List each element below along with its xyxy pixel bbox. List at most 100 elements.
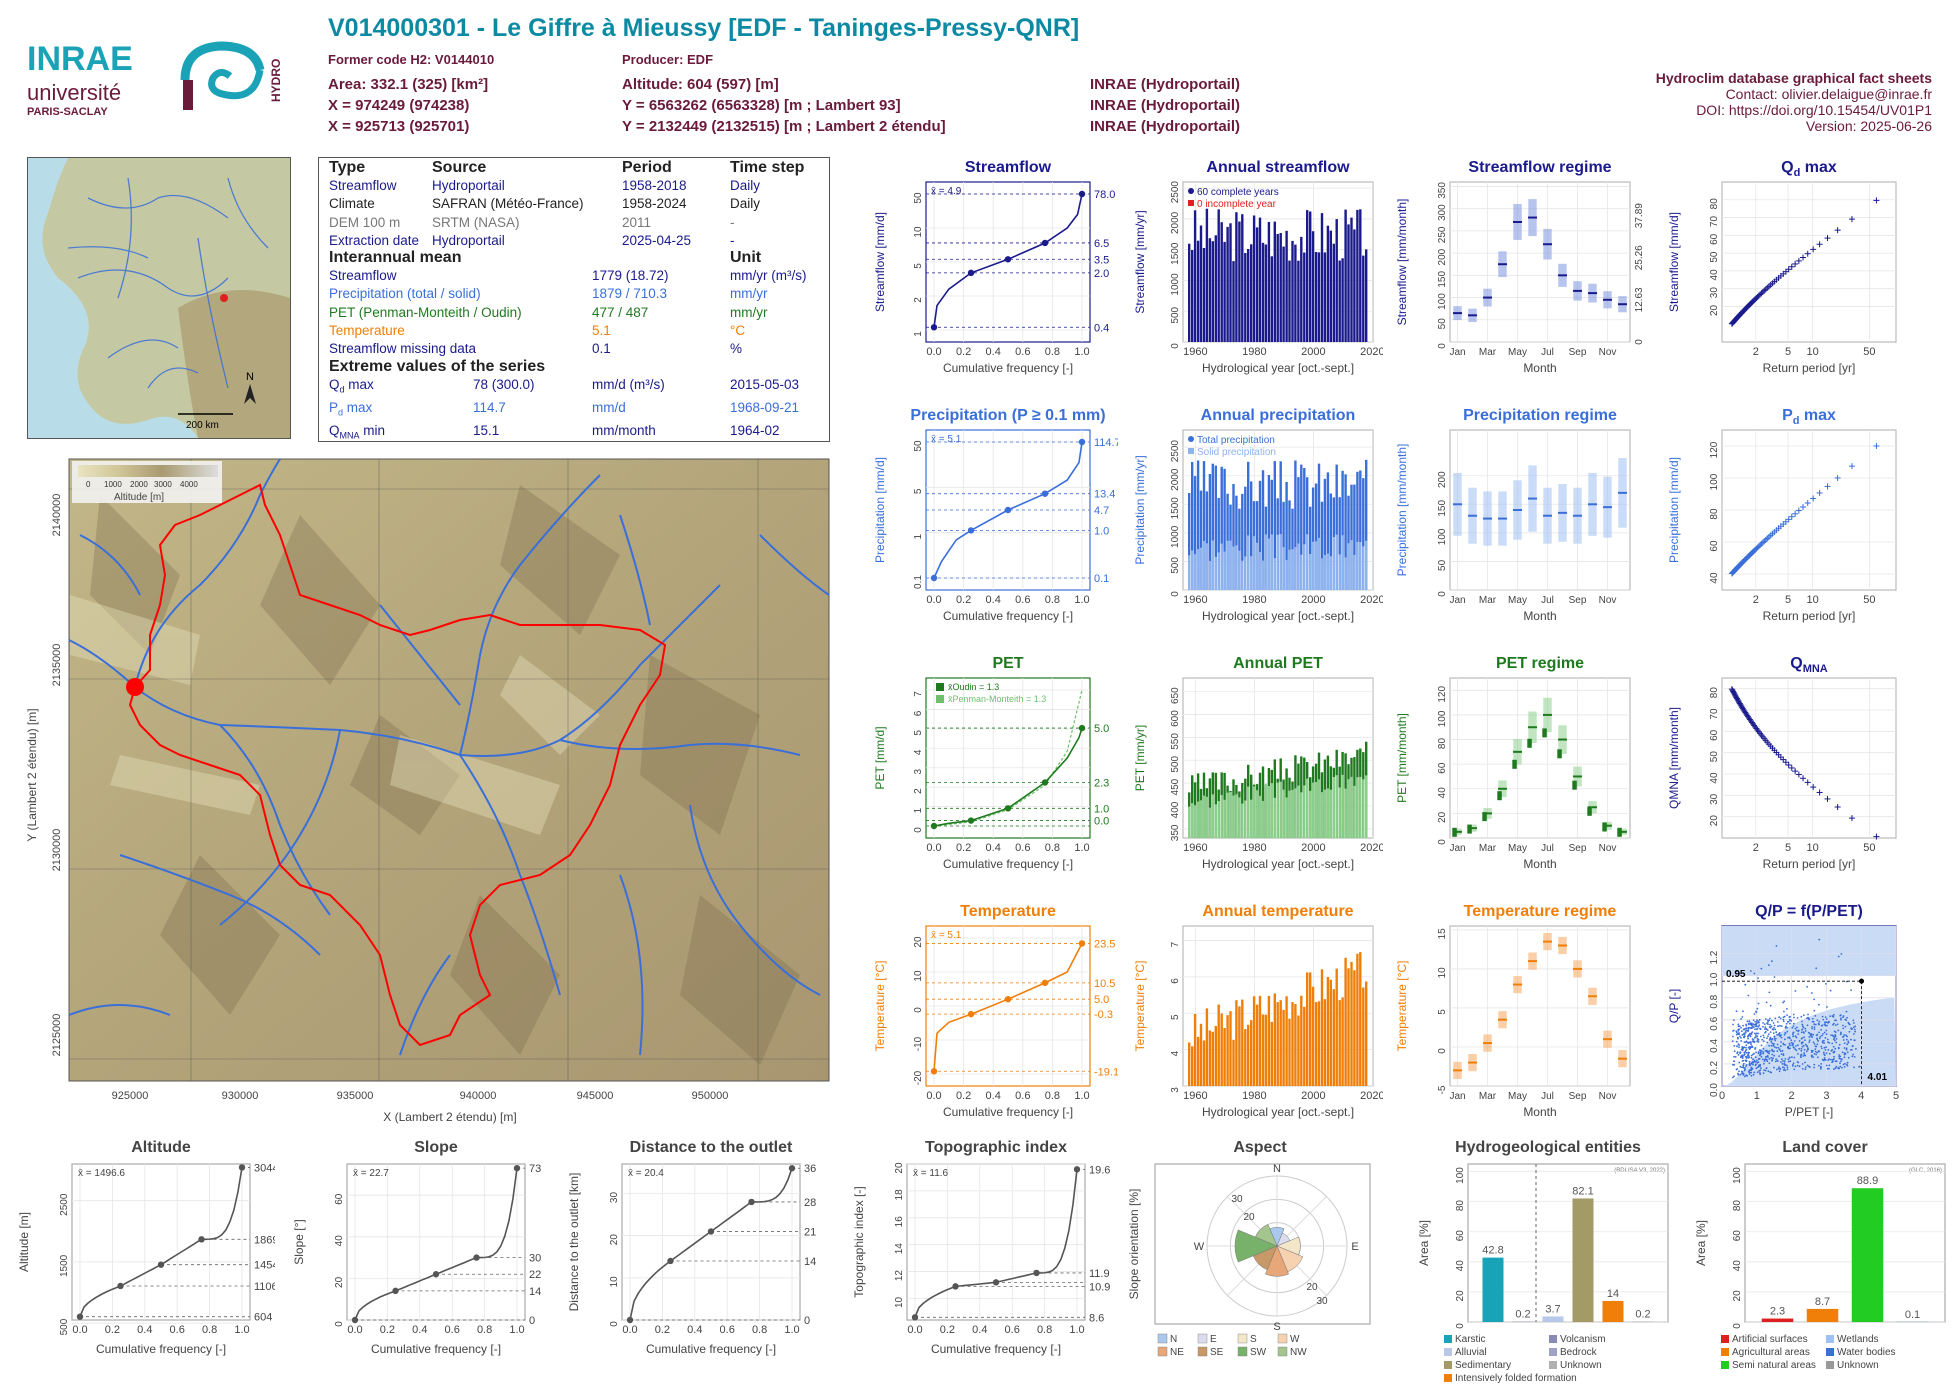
chart-title: Annual temperature xyxy=(1202,903,1353,920)
y-tick: 100 xyxy=(1437,528,1448,545)
scatter-point xyxy=(1745,1028,1747,1030)
scatter-point xyxy=(1732,1064,1734,1066)
scatter-point xyxy=(1816,1019,1818,1021)
bar-2 xyxy=(1215,557,1217,590)
altitude-block: Altitude: 604 (597) [m] Y = 6563262 (656… xyxy=(622,74,946,137)
chart-title: Annual PET xyxy=(1233,655,1323,672)
scatter-point xyxy=(1746,1052,1748,1054)
y-label: Distance to the outlet [km] xyxy=(567,1173,581,1312)
scatter-point xyxy=(1749,1061,1751,1063)
y-tick: 50 xyxy=(1709,751,1720,763)
bar xyxy=(1852,1188,1884,1322)
scatter-point xyxy=(1759,1028,1761,1030)
bar-2 xyxy=(1203,541,1205,590)
scatter-point xyxy=(1816,1044,1818,1046)
scatter-point xyxy=(1756,1033,1758,1035)
y-tick: 50 xyxy=(1437,318,1448,330)
area: Area: 332.1 (325) [km²] X = 974249 (9742… xyxy=(328,74,488,137)
bar-2 xyxy=(1321,558,1323,590)
y-tick: 0.2 xyxy=(1709,1061,1720,1075)
scatter-point xyxy=(1779,1025,1781,1027)
scatter-point xyxy=(1786,1027,1788,1029)
scatter-point xyxy=(1798,1048,1800,1050)
y-tick: 500 xyxy=(1170,306,1181,323)
scatter-point xyxy=(1768,1062,1770,1064)
x-tick: 0.6 xyxy=(170,1324,185,1336)
x-tick: 930000 xyxy=(222,1090,259,1102)
y-tick: 1000 xyxy=(1170,273,1181,296)
bar-2 xyxy=(1312,542,1314,590)
scatter-point xyxy=(1766,1002,1768,1004)
scatter-point xyxy=(1837,1030,1839,1032)
legend-tick: 3000 xyxy=(154,480,172,489)
scatter-point xyxy=(1839,1062,1841,1064)
scatter-point xyxy=(1824,1032,1826,1034)
bar-2 xyxy=(1333,777,1335,838)
scatter-point xyxy=(1854,1026,1856,1028)
chart-title: Annual streamflow xyxy=(1206,159,1350,176)
x-tick: 925000 xyxy=(112,1090,149,1102)
scatter-point xyxy=(1736,1010,1738,1012)
bar xyxy=(1309,972,1311,1086)
scatter-point xyxy=(1782,1060,1784,1062)
quantile-point xyxy=(433,1271,439,1277)
ext-unit: mm/d xyxy=(592,399,730,422)
bar xyxy=(1209,1031,1211,1087)
quantile-point xyxy=(968,1011,974,1017)
scatter-point xyxy=(1797,1062,1799,1064)
legend-swatch xyxy=(1549,1361,1557,1369)
bar-2 xyxy=(1188,555,1190,590)
scatter-point xyxy=(1748,1042,1750,1044)
bar xyxy=(1247,1025,1249,1086)
bar-2 xyxy=(1191,551,1193,591)
right-tick: 25.26 xyxy=(1634,245,1645,270)
legend-swatch xyxy=(1721,1348,1729,1356)
scatter-point xyxy=(1815,1054,1817,1056)
scatter-point xyxy=(1811,1056,1813,1058)
scatter-point xyxy=(1735,1030,1737,1032)
scatter-point xyxy=(1832,1059,1834,1061)
scatter-point xyxy=(1743,1047,1745,1049)
x-tick: 0.8 xyxy=(202,1324,217,1336)
bar-2 xyxy=(1291,549,1293,590)
scatter-point xyxy=(1742,1072,1744,1074)
bar-2 xyxy=(1336,775,1338,838)
bar-2 xyxy=(1206,797,1208,838)
y-tick: 20 xyxy=(609,1234,620,1246)
scatter-point xyxy=(1776,1034,1778,1036)
hydro-text: HYDRO xyxy=(269,59,283,102)
scatter-point xyxy=(1767,1070,1769,1072)
x-tick: 2 xyxy=(1753,594,1759,606)
right-tick: 14 xyxy=(804,1256,816,1268)
y-tick: 60 xyxy=(334,1193,345,1205)
row-source: Hydroportail xyxy=(432,232,622,250)
x-tick: 2 xyxy=(1753,346,1759,358)
y-label: Q/P [-] xyxy=(1667,989,1681,1023)
y-tick: -10 xyxy=(913,1036,924,1051)
y-tick: 20 xyxy=(334,1276,345,1288)
scatter-point xyxy=(1773,1067,1775,1069)
legend-swatch xyxy=(1444,1374,1452,1382)
bar-2 xyxy=(1324,790,1326,838)
bar xyxy=(1235,212,1237,342)
y-tick: 16 xyxy=(894,1216,905,1228)
bar xyxy=(1291,1002,1293,1086)
quantile-point xyxy=(789,1165,795,1171)
mean-label: x̄ = 5.1 xyxy=(931,930,962,941)
scatter-point xyxy=(1762,1058,1764,1060)
bar xyxy=(1206,209,1208,342)
y-tick: 40 xyxy=(334,1235,345,1247)
scatter-point xyxy=(1780,1045,1782,1047)
row-type: Streamflow xyxy=(329,177,432,195)
scatter-point xyxy=(1739,1074,1741,1076)
regime-box-2 xyxy=(1527,739,1532,748)
bar xyxy=(1356,954,1358,1086)
scatter-point xyxy=(1767,1021,1769,1023)
x-tick: 1960 xyxy=(1183,594,1207,606)
quantile-point xyxy=(993,1279,999,1285)
right-tick: 14 xyxy=(529,1286,541,1298)
x-tick: 0.8 xyxy=(1037,1324,1052,1336)
legend-label: Semi natural areas xyxy=(1732,1360,1816,1371)
